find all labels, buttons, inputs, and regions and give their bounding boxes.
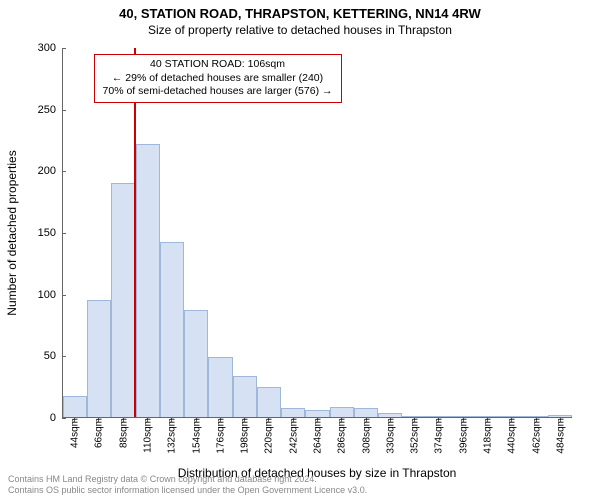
y-tick-label: 150 bbox=[38, 227, 62, 239]
reference-marker-line bbox=[134, 48, 136, 417]
x-tick-label: 220sqm bbox=[262, 418, 275, 454]
histogram-bar bbox=[111, 183, 135, 417]
x-tick-label: 44sqm bbox=[68, 418, 81, 448]
histogram-bar bbox=[402, 416, 426, 417]
attribution-footer: Contains HM Land Registry data © Crown c… bbox=[8, 474, 367, 496]
y-axis-label: Number of detached properties bbox=[5, 150, 19, 315]
x-tick-label: 242sqm bbox=[286, 418, 299, 454]
x-tick-label: 198sqm bbox=[238, 418, 251, 454]
x-tick-label: 154sqm bbox=[189, 418, 202, 454]
histogram-bar bbox=[63, 396, 87, 417]
y-tick-label: 100 bbox=[38, 289, 62, 301]
annotation-line-3: 70% of semi-detached houses are larger (… bbox=[103, 85, 333, 99]
histogram-bar bbox=[257, 387, 281, 417]
histogram-bar bbox=[523, 416, 547, 417]
histogram-bar bbox=[281, 408, 305, 417]
histogram-bar bbox=[427, 416, 451, 417]
plot-region: 40 STATION ROAD: 106sqm ← 29% of detache… bbox=[62, 48, 572, 418]
x-tick-label: 352sqm bbox=[408, 418, 421, 454]
histogram-bar bbox=[354, 408, 378, 417]
annotation-line-2: ← 29% of detached houses are smaller (24… bbox=[103, 72, 333, 86]
x-tick-label: 264sqm bbox=[311, 418, 324, 454]
histogram-bar bbox=[378, 413, 402, 417]
x-tick-label: 110sqm bbox=[141, 418, 154, 453]
chart-title-main: 40, STATION ROAD, THRAPSTON, KETTERING, … bbox=[0, 6, 600, 21]
bars-container bbox=[63, 48, 572, 417]
x-tick-label: 286sqm bbox=[335, 418, 348, 454]
annotation-line-1: 40 STATION ROAD: 106sqm bbox=[103, 58, 333, 72]
chart-title-block: 40, STATION ROAD, THRAPSTON, KETTERING, … bbox=[0, 0, 600, 37]
histogram-bar bbox=[184, 310, 208, 417]
y-tick-label: 300 bbox=[38, 42, 62, 54]
y-tick-label: 200 bbox=[38, 165, 62, 177]
y-tick-label: 0 bbox=[50, 412, 62, 424]
chart-title-sub: Size of property relative to detached ho… bbox=[0, 23, 600, 37]
annotation-box: 40 STATION ROAD: 106sqm ← 29% of detache… bbox=[94, 54, 342, 103]
x-tick-label: 396sqm bbox=[456, 418, 469, 454]
histogram-bar bbox=[330, 407, 354, 417]
x-tick-label: 308sqm bbox=[359, 418, 372, 454]
x-tick-label: 374sqm bbox=[432, 418, 445, 454]
x-tick-label: 176sqm bbox=[213, 418, 226, 454]
x-tick-label: 88sqm bbox=[116, 418, 129, 448]
y-tick-label: 250 bbox=[38, 104, 62, 116]
histogram-bar bbox=[87, 300, 111, 417]
x-tick-label: 66sqm bbox=[92, 418, 105, 448]
histogram-bar bbox=[160, 242, 184, 417]
histogram-bar bbox=[136, 144, 160, 417]
x-tick-label: 462sqm bbox=[529, 418, 542, 454]
histogram-bar bbox=[305, 410, 329, 417]
x-tick-label: 440sqm bbox=[505, 418, 518, 454]
histogram-bar bbox=[499, 416, 523, 417]
histogram-bar bbox=[208, 357, 232, 417]
x-tick-label: 132sqm bbox=[165, 418, 178, 454]
x-tick-label: 418sqm bbox=[481, 418, 494, 454]
y-tick-label: 50 bbox=[44, 350, 62, 362]
x-tick-label: 484sqm bbox=[553, 418, 566, 454]
chart-area: 40 STATION ROAD: 106sqm ← 29% of detache… bbox=[62, 48, 572, 418]
footer-line-1: Contains HM Land Registry data © Crown c… bbox=[8, 474, 367, 485]
histogram-bar bbox=[233, 376, 257, 417]
histogram-bar bbox=[451, 416, 475, 417]
footer-line-2: Contains OS public sector information li… bbox=[8, 485, 367, 496]
x-tick-label: 330sqm bbox=[383, 418, 396, 454]
histogram-bar bbox=[475, 416, 499, 417]
histogram-bar bbox=[548, 415, 572, 417]
